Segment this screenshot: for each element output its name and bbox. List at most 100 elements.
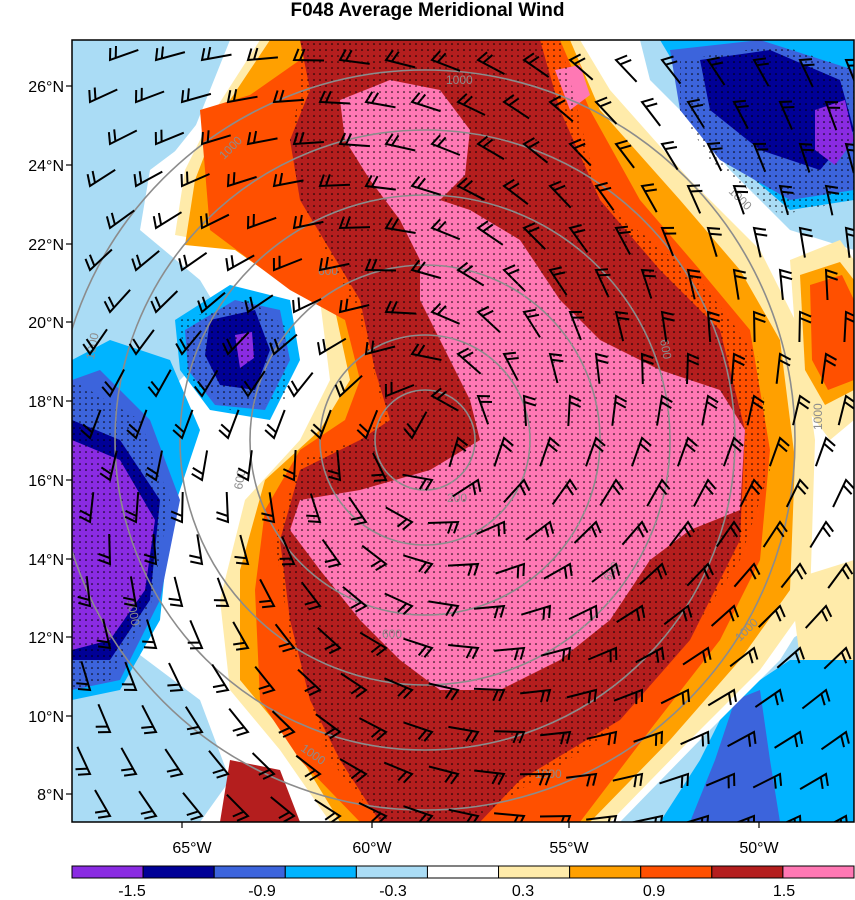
colorbar-label-neg1.5: -1.5 bbox=[118, 883, 146, 900]
wind-barb bbox=[218, 409, 240, 440]
wind-barb bbox=[270, 796, 296, 822]
wind-barb bbox=[338, 216, 371, 230]
wind-barb bbox=[594, 96, 618, 125]
wind-barb bbox=[138, 790, 158, 820]
wind-barb bbox=[640, 268, 656, 299]
wind-barb bbox=[706, 310, 721, 342]
wind-barb bbox=[640, 183, 658, 213]
wind-barb bbox=[798, 310, 812, 343]
wind-barb bbox=[327, 450, 342, 482]
wind-barb bbox=[310, 409, 332, 440]
wind-barb bbox=[226, 89, 258, 104]
wind-barb bbox=[752, 772, 783, 789]
wind-barb bbox=[348, 496, 368, 526]
lat-label-20n: 20°N bbox=[28, 315, 64, 332]
wind-barb bbox=[193, 369, 219, 398]
wind-barb bbox=[234, 534, 250, 566]
wind-barb bbox=[660, 140, 679, 171]
wind-barb bbox=[184, 706, 204, 736]
colorbar-label-0.3: 0.3 bbox=[512, 883, 534, 900]
map-field: 200 600 600 600 600 600 1000 1000 1000 1… bbox=[72, 40, 854, 822]
wind-barb bbox=[686, 98, 705, 128]
wind-barb bbox=[680, 730, 710, 747]
wind-barb bbox=[430, 302, 460, 325]
wind-barb bbox=[121, 661, 138, 692]
wind-barb bbox=[448, 644, 480, 660]
wind-barb bbox=[785, 478, 809, 508]
wind-barb bbox=[611, 394, 628, 426]
wind-barb bbox=[180, 88, 212, 104]
colorbar bbox=[71, 865, 855, 879]
wind-barb bbox=[778, 100, 795, 130]
wind-barb bbox=[244, 294, 274, 314]
wind-barb bbox=[522, 308, 541, 338]
wind-barb bbox=[99, 450, 118, 482]
wind-barb bbox=[428, 682, 460, 701]
lat-label-24n: 24°N bbox=[28, 158, 64, 175]
wind-barb bbox=[384, 592, 414, 616]
wind-barb bbox=[364, 174, 396, 191]
wind-barb bbox=[410, 259, 442, 280]
wind-barb bbox=[809, 520, 834, 549]
wind-barb bbox=[101, 369, 125, 398]
wind-barb bbox=[502, 351, 519, 382]
wind-barb bbox=[585, 436, 606, 467]
wind-barb bbox=[240, 370, 266, 398]
wind-barb bbox=[321, 539, 342, 568]
wind-barb bbox=[264, 409, 286, 440]
colorbar-swatch bbox=[355, 865, 428, 879]
latitude-labels: 26°N 24°N 22°N 20°N 18°N 16°N 14°N 12°N … bbox=[28, 79, 64, 804]
wind-barb bbox=[226, 172, 257, 188]
wind-barb bbox=[502, 94, 530, 120]
wind-barb bbox=[616, 604, 646, 623]
wind-barb bbox=[164, 748, 184, 778]
colorbar-swatch bbox=[711, 865, 784, 879]
ring-label-600-c: 600 bbox=[231, 468, 248, 490]
red-region-e bbox=[810, 275, 854, 390]
wind-barb bbox=[476, 305, 501, 334]
wind-barb bbox=[706, 142, 723, 172]
wind-barb bbox=[145, 450, 163, 482]
wind-barb bbox=[279, 536, 296, 566]
stipple-overlay bbox=[275, 40, 770, 822]
wind-barb bbox=[213, 577, 230, 608]
wind-barb bbox=[356, 409, 379, 440]
colorbar-swatch bbox=[213, 865, 286, 879]
wind-barb bbox=[384, 49, 416, 69]
wind-barb bbox=[495, 562, 526, 578]
wind-barb bbox=[732, 184, 749, 215]
wind-barb bbox=[94, 789, 112, 819]
wind-barb bbox=[778, 268, 793, 300]
wind-barb bbox=[621, 520, 649, 546]
lat-label-10n: 10°N bbox=[28, 709, 64, 726]
wind-barb bbox=[798, 58, 815, 88]
wind-barb bbox=[287, 371, 314, 398]
wind-barb bbox=[358, 717, 388, 741]
wind-barb bbox=[522, 222, 546, 250]
lat-label-18n: 18°N bbox=[28, 394, 64, 411]
range-ring-1000 bbox=[72, 69, 796, 811]
wind-barb bbox=[586, 730, 618, 746]
wind-barb bbox=[216, 491, 230, 524]
wind-barb bbox=[832, 814, 848, 822]
wind-barb bbox=[543, 562, 573, 580]
wind-barb bbox=[568, 311, 585, 341]
wind-barb bbox=[318, 90, 351, 105]
wind-barb bbox=[820, 352, 837, 384]
colorbar-label-1.5: 1.5 bbox=[773, 883, 795, 900]
wind-barb bbox=[448, 808, 480, 822]
wind-barb bbox=[448, 725, 480, 743]
wind-barb bbox=[384, 217, 416, 234]
wind-barb bbox=[639, 562, 668, 585]
wind-barb bbox=[473, 687, 506, 702]
range-ring-600 bbox=[179, 194, 671, 686]
wind-barb bbox=[77, 576, 92, 608]
wind-barb bbox=[586, 814, 618, 822]
wind-barb bbox=[168, 576, 184, 608]
ring-label-200: 200 bbox=[447, 491, 467, 505]
wind-barb bbox=[189, 534, 204, 566]
ring-label-600-d: 600 bbox=[657, 338, 674, 360]
wind-barb bbox=[706, 56, 726, 86]
wind-barb bbox=[476, 135, 505, 160]
ring-label-600-b: 600 bbox=[382, 627, 402, 641]
